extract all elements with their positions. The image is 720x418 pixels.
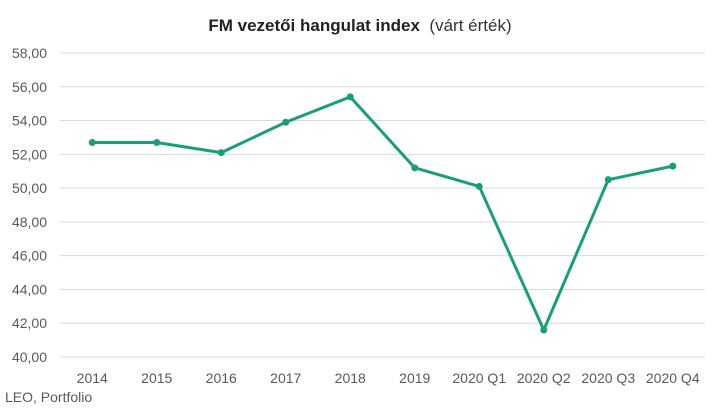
data-point (282, 118, 290, 126)
x-tick-label: 2019 (399, 370, 430, 386)
y-tick-label: 48,00 (12, 214, 47, 230)
chart-title-main: FM vezetői hangulat index (208, 16, 420, 35)
data-point (540, 326, 548, 334)
y-tick-label: 58,00 (12, 45, 47, 61)
y-tick-label: 44,00 (12, 281, 47, 297)
data-point (411, 164, 419, 172)
data-point (346, 93, 354, 101)
y-tick-label: 50,00 (12, 180, 47, 196)
y-tick-label: 56,00 (12, 79, 47, 95)
x-tick-label: 2020 Q1 (452, 370, 506, 386)
x-axis-ticks: 2014 2015 2016 2017 2018 2019 2020 Q1 2020 Q2 20… (77, 370, 700, 386)
data-points (88, 93, 677, 334)
x-tick-label: 2017 (270, 370, 301, 386)
data-point (669, 162, 677, 170)
x-tick-label: 2016 (206, 370, 237, 386)
chart-title: FM vezetői hangulat index (várt érték) (208, 16, 511, 35)
data-point (153, 139, 161, 147)
data-point (604, 176, 612, 184)
y-tick-label: 46,00 (12, 248, 47, 264)
x-tick-label: 2014 (77, 370, 108, 386)
data-point (475, 182, 483, 190)
chart-subtitle: (várt érték) (429, 16, 511, 35)
data-point (88, 139, 96, 147)
x-tick-label: 2018 (335, 370, 366, 386)
y-tick-label: 42,00 (12, 315, 47, 331)
x-tick-label: 2015 (141, 370, 172, 386)
y-tick-label: 40,00 (12, 349, 47, 365)
y-axis-ticks: 40,00 42,00 44,00 46,00 48,00 50,00 52,00 54,00… (12, 45, 47, 365)
source-note: LEO, Portfolio (5, 389, 93, 405)
series-line (92, 95, 674, 332)
data-point (217, 149, 225, 157)
gridlines (60, 52, 705, 358)
y-tick-label: 52,00 (12, 146, 47, 162)
x-tick-label: 2020 Q4 (646, 370, 700, 386)
y-tick-label: 54,00 (12, 113, 47, 129)
x-tick-label: 2020 Q2 (517, 370, 571, 386)
x-tick-label: 2020 Q3 (581, 370, 635, 386)
